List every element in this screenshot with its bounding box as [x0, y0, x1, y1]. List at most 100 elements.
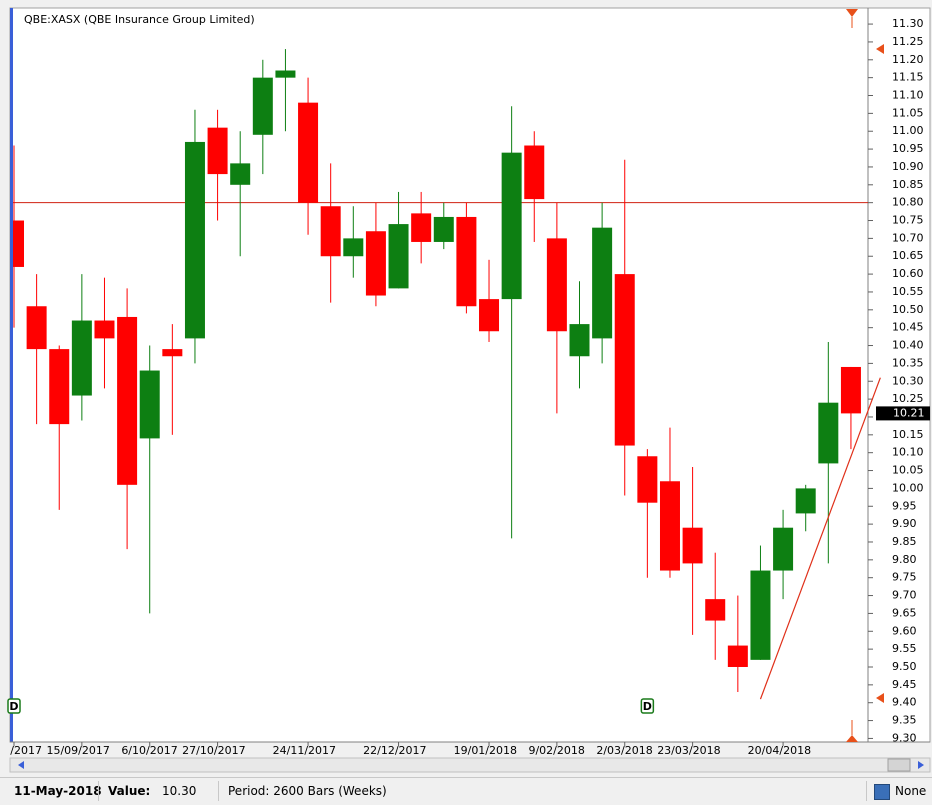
- x-tick-label: 15/09/2017: [46, 744, 109, 757]
- y-tick-label: 10.50: [892, 303, 924, 316]
- left-edge: [10, 8, 13, 742]
- candle-body: [184, 141, 205, 339]
- candle-body: [750, 570, 771, 660]
- event-marker-label: D: [643, 700, 652, 713]
- y-tick-label: 11.00: [892, 124, 924, 137]
- status-period: Period: 2600 Bars (Weeks): [228, 784, 387, 798]
- candle-body: [501, 152, 522, 300]
- y-tick-label: 10.70: [892, 231, 924, 244]
- y-tick-label: 9.35: [892, 714, 917, 727]
- x-tick-label: 23/03/2018: [657, 744, 720, 757]
- status-bar: 11-May-2018 Value: 10.30 Period: 2600 Ba…: [0, 777, 932, 805]
- candle-body: [139, 370, 160, 439]
- x-tick-label: 6/10/2017: [121, 744, 177, 757]
- candle-body: [411, 213, 432, 242]
- scroll-thumb[interactable]: [887, 758, 911, 772]
- y-tick-label: 10.75: [892, 214, 924, 227]
- candle-body: [433, 216, 454, 242]
- x-tick-label: 19/01/2018: [454, 744, 517, 757]
- x-tick-label: 27/10/2017: [182, 744, 245, 757]
- candle-body: [320, 206, 341, 257]
- candle-body: [773, 527, 794, 571]
- chart: QBE:XASX (QBE Insurance Group Limited) 9…: [7, 7, 931, 773]
- scroll-track[interactable]: [9, 757, 931, 773]
- y-tick-label: 9.80: [892, 553, 917, 566]
- candle-body: [365, 231, 386, 296]
- event-marker-label: D: [9, 700, 18, 713]
- y-tick-label: 10.60: [892, 267, 924, 280]
- candle-body: [682, 527, 703, 564]
- candle-body: [71, 320, 92, 396]
- status-value: 10.30: [162, 784, 197, 798]
- plot-area: [9, 7, 931, 743]
- status-mode[interactable]: None: [895, 784, 927, 798]
- candle-body: [252, 77, 273, 135]
- y-tick-label: 9.60: [892, 624, 917, 637]
- x-tick-label: 2/03/2018: [596, 744, 652, 757]
- y-tick-label: 10.05: [892, 464, 924, 477]
- marker-arrow: [846, 9, 858, 17]
- y-tick-label: 10.35: [892, 356, 924, 369]
- y-tick-label: 10.45: [892, 321, 924, 334]
- chart-title: QBE:XASX (QBE Insurance Group Limited): [24, 13, 255, 26]
- event-marker: [7, 698, 21, 714]
- y-tick-label: 11.05: [892, 106, 924, 119]
- mode-icon[interactable]: [874, 784, 890, 800]
- candle-body: [727, 645, 748, 667]
- candle-body: [275, 70, 296, 78]
- scroll-right[interactable]: [918, 761, 924, 769]
- candle-body: [117, 316, 138, 485]
- event-marker: [640, 698, 655, 714]
- y-tick-label: 9.85: [892, 535, 917, 548]
- candle-body: [524, 145, 545, 200]
- candle-body: [546, 238, 567, 332]
- y-tick-label: 10.00: [892, 481, 924, 494]
- y-tick-label: 11.20: [892, 53, 924, 66]
- scroll-left[interactable]: [18, 761, 24, 769]
- y-tick-label: 10.40: [892, 339, 924, 352]
- y-tick-label: 10.10: [892, 446, 924, 459]
- x-tick-label: 20/04/2018: [748, 744, 811, 757]
- y-tick-label: 9.40: [892, 696, 917, 709]
- x-tick-label: 22/12/2017: [363, 744, 426, 757]
- price-tag: [876, 406, 930, 421]
- y-tick-label: 11.30: [892, 17, 924, 30]
- y-tick-label: 10.25: [892, 392, 924, 405]
- x-tick-label: 9/02/2018: [528, 744, 584, 757]
- y-tick-label: 11.15: [892, 71, 924, 84]
- y-tick-label: 10.80: [892, 196, 924, 209]
- separator: [218, 781, 219, 801]
- candle-body: [26, 306, 47, 350]
- y-tick-label: 9.45: [892, 678, 917, 691]
- candle-body: [705, 599, 726, 621]
- price-tag-label: 10.21: [893, 406, 925, 419]
- y-tick-label: 10.65: [892, 249, 924, 262]
- y-tick-label: 10.15: [892, 428, 924, 441]
- candle-body: [162, 349, 183, 357]
- candle-body: [840, 366, 861, 414]
- y-tick-label: 9.70: [892, 589, 917, 602]
- y-tick-label: 9.55: [892, 642, 917, 655]
- y-tick-label: 10.90: [892, 160, 924, 173]
- plot: [13, 49, 868, 692]
- x-tick-label: 24/11/2017: [273, 744, 336, 757]
- candle-body: [479, 299, 500, 332]
- y-tick-label: 10.95: [892, 142, 924, 155]
- y-tick-label: 10.30: [892, 374, 924, 387]
- candle-body: [614, 274, 635, 446]
- candle-body: [230, 163, 251, 185]
- candle-body: [592, 227, 613, 339]
- status-value-label: Value:: [108, 784, 151, 798]
- scrollbar[interactable]: [9, 757, 931, 773]
- y-tick-label: 9.50: [892, 660, 917, 673]
- candle-body: [637, 456, 658, 503]
- candle-body: [456, 216, 477, 307]
- axis-marker: [876, 44, 884, 54]
- candle-body: [388, 224, 409, 289]
- trend-line: [759, 377, 881, 700]
- y-tick-label: 10.85: [892, 178, 924, 191]
- candle-body: [298, 102, 319, 203]
- marker-arrow: [846, 735, 858, 742]
- y-tick-label: 11.10: [892, 89, 924, 102]
